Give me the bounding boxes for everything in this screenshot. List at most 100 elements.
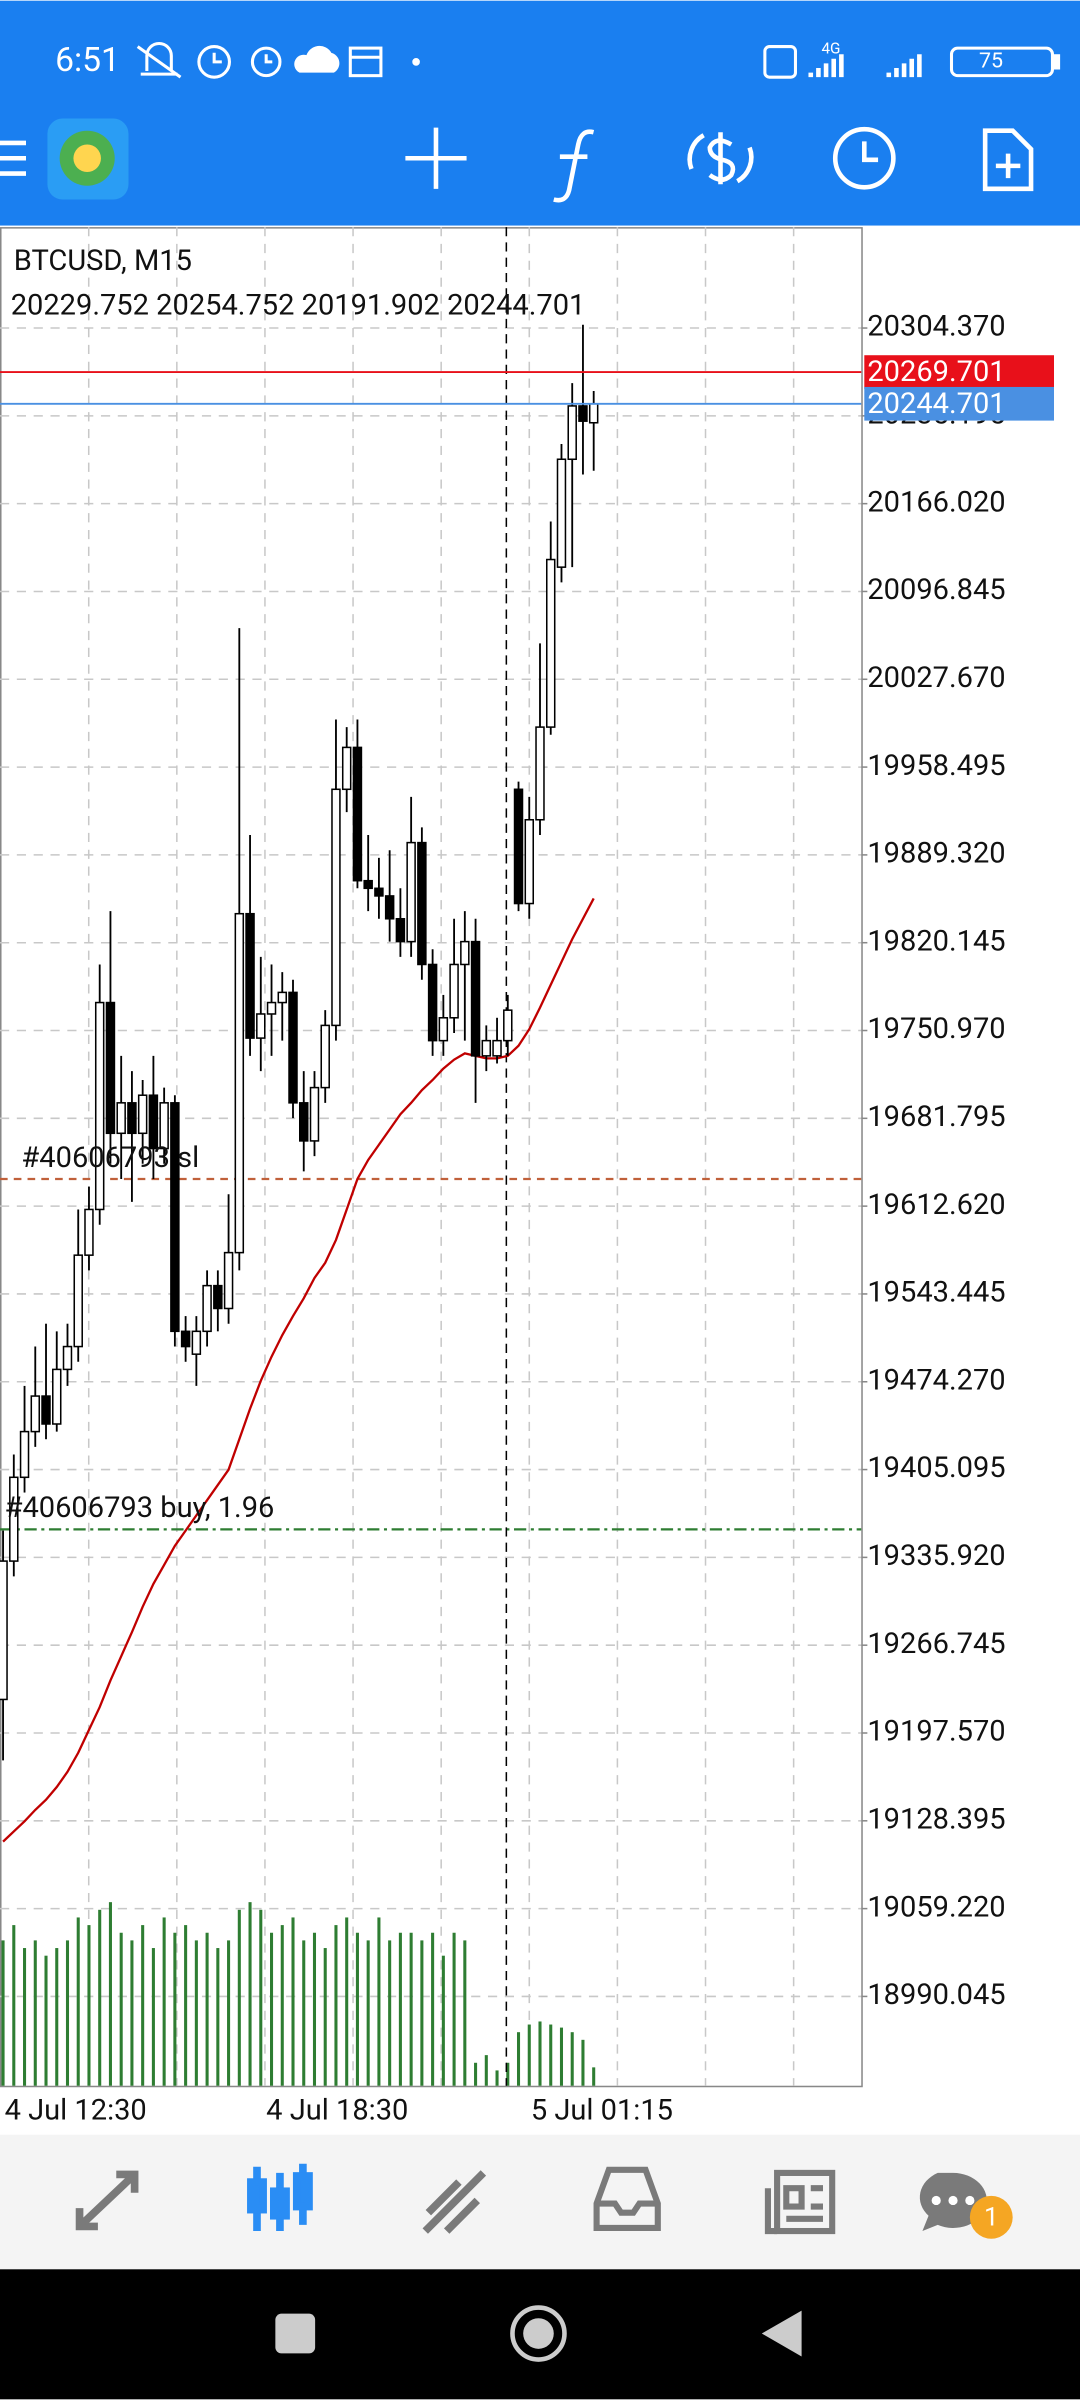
volume-bar (151, 1948, 155, 2086)
candle-body (545, 558, 556, 728)
y-tick-label: 20027.670 (867, 661, 1005, 695)
app-logo[interactable] (47, 118, 129, 200)
candle-body (137, 1094, 148, 1135)
volume-bar (23, 1948, 27, 2086)
y-tick-label: 18990.045 (867, 1978, 1005, 2012)
candle-body (299, 1102, 309, 1142)
candle-body (524, 818, 535, 905)
candle-body (202, 1284, 212, 1333)
volume-bar (205, 1932, 209, 2086)
volume-bar (141, 1925, 145, 2086)
candle-body (234, 912, 245, 1254)
status-battery: 75 (979, 49, 1003, 74)
y-tick-label: 19820.145 (867, 924, 1005, 958)
app-header (0, 0, 1080, 226)
y-tick-label: 19750.970 (867, 1012, 1005, 1046)
y-tick-label: 19059.220 (867, 1890, 1005, 1924)
volume-bar (291, 1917, 295, 2086)
volume-bar (527, 2024, 531, 2086)
volume-bar (388, 1940, 392, 2086)
candle-body (159, 1102, 169, 1150)
candle-body (320, 1024, 330, 1089)
volume-bar (184, 1925, 188, 2086)
candle-body (277, 991, 288, 1004)
candle-body (352, 746, 363, 882)
volume-bar (1, 1940, 5, 2086)
candle-body (513, 788, 524, 905)
chart-title: BTCUSD, M15 (14, 244, 192, 278)
status-time: 6:51 (55, 41, 120, 80)
volume-bar (270, 1932, 274, 2086)
y-tick-label: 20096.845 (867, 573, 1005, 607)
volume-bar (12, 1925, 16, 2086)
status-icons (136, 41, 1061, 79)
plot-area (0, 227, 863, 2088)
volume-bar (431, 1932, 435, 2086)
candle-body (331, 788, 341, 1027)
volume-bar (355, 1932, 359, 2086)
trade-tab[interactable] (422, 2170, 487, 2234)
order-label: #40606793 buy, 1.96 (5, 1491, 275, 1525)
volume-bar (280, 1925, 284, 2086)
candle-body (588, 403, 599, 424)
candle-body (0, 1560, 8, 1701)
trade-button[interactable] (687, 132, 754, 185)
volume-bar (259, 1909, 263, 2086)
home-button[interactable] (510, 2305, 567, 2362)
candle-body (417, 841, 427, 966)
indicators-button[interactable] (553, 129, 595, 203)
y-tick-label: 19612.620 (867, 1188, 1005, 1222)
volume-bar (87, 1925, 91, 2086)
y-tick-label: 20304.370 (867, 310, 1005, 344)
volume-bar (119, 1932, 123, 2086)
new-order-button[interactable] (982, 128, 1034, 192)
candle-body (9, 1476, 19, 1562)
candle-body (288, 991, 298, 1104)
volume-bar (506, 2062, 510, 2086)
candle-body (213, 1284, 223, 1310)
quotes-tab[interactable] (75, 2170, 139, 2231)
volume-bar (173, 1932, 177, 2086)
y-tick-label: 19681.795 (867, 1100, 1005, 1134)
candle-body (309, 1086, 320, 1142)
candle-body (341, 746, 352, 791)
x-tick-label: 4 Jul 12:30 (5, 2093, 147, 2127)
candle-body (105, 1001, 116, 1135)
menu-button[interactable] (0, 140, 27, 176)
volume-bar (398, 1932, 402, 2086)
candle-body (73, 1254, 83, 1348)
candle-body (191, 1330, 202, 1355)
candle-body (62, 1345, 73, 1371)
news-tab[interactable] (764, 2169, 836, 2235)
x-tick-label: 5 Jul 01:15 (531, 2093, 673, 2127)
candle-body (116, 1102, 126, 1135)
y-tick-label: 19266.745 (867, 1627, 1005, 1661)
volume-bar (484, 2055, 488, 2086)
volume-bar (420, 1940, 424, 2086)
back-button[interactable] (761, 2310, 802, 2357)
candle-body (180, 1330, 191, 1348)
chat-tab[interactable] (919, 2172, 1013, 2239)
volume-bar (237, 1909, 241, 2086)
volume-bar (216, 1948, 220, 2086)
candle-body (266, 1001, 277, 1015)
chat-badge: 1 (984, 2203, 999, 2233)
y-tick-label: 19543.445 (867, 1276, 1005, 1310)
chart-tab[interactable] (247, 2163, 313, 2232)
ohlc-text: 20229.752 20254.752 20191.902 20244.701 (11, 288, 586, 322)
candle-body (427, 963, 438, 1042)
y-tick-label: 19128.395 (867, 1802, 1005, 1836)
history-button[interactable] (832, 126, 896, 190)
system-nav-buttons (275, 2305, 802, 2362)
chart: BTCUSD, M15 20229.752 20254.752 20191.90… (0, 227, 1054, 2127)
ask-label-bg (864, 355, 1054, 389)
candle-body (438, 1017, 449, 1042)
history-tab[interactable] (593, 2166, 661, 2232)
candle-body (556, 458, 567, 568)
volume-bar (55, 1948, 59, 2086)
crosshair-button[interactable] (405, 127, 467, 189)
recents-button[interactable] (275, 2313, 316, 2354)
volume-bar (194, 1940, 198, 2086)
volume-bar (516, 2032, 521, 2086)
